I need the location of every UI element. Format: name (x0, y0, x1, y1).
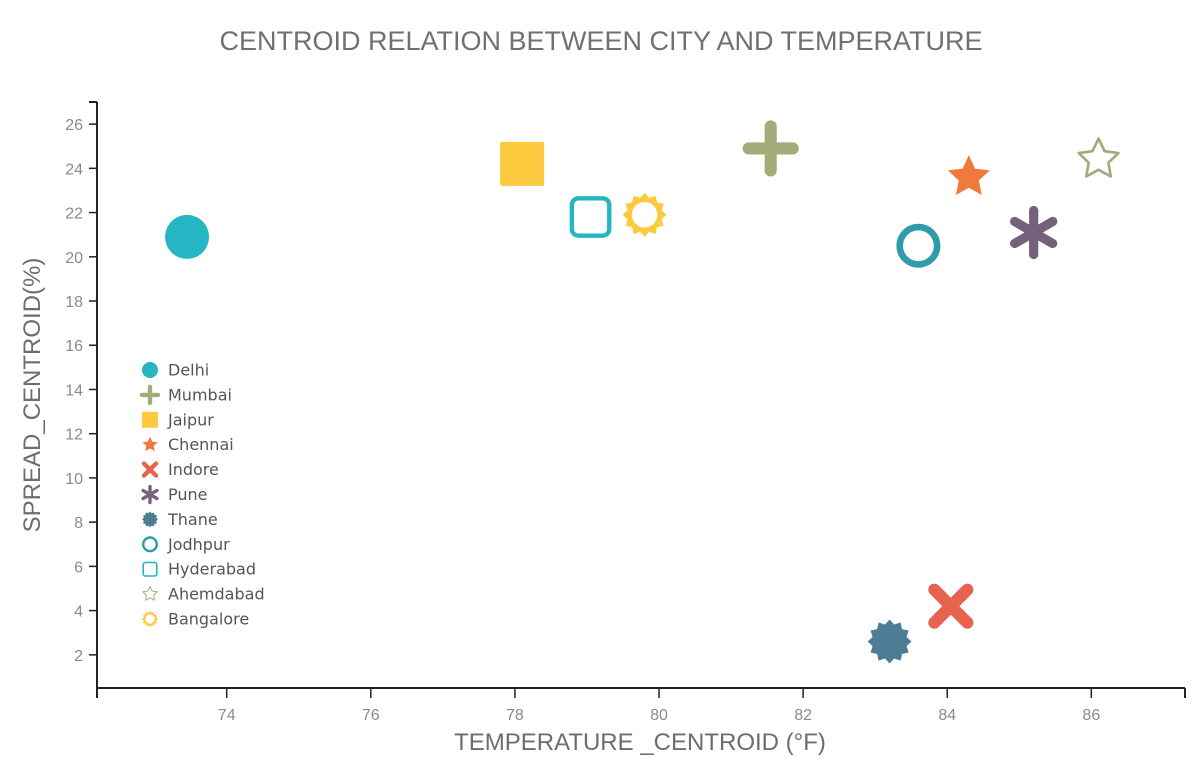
legend-label: Hyderabad (168, 560, 256, 579)
legend-marker (142, 611, 158, 627)
x-axis-title: TEMPERATURE _CENTROID (°F) (454, 729, 826, 756)
legend-label: Jaipur (167, 410, 214, 429)
legend-marker (142, 411, 158, 428)
point-jaipur[interactable] (500, 141, 545, 186)
legend-item-hyderabad[interactable]: Hyderabad (142, 560, 256, 579)
y-tick-label: 12 (65, 427, 83, 444)
y-tick-label: 6 (74, 559, 83, 576)
point-mumbai[interactable] (742, 120, 799, 177)
legend-item-ahemdabad[interactable]: Ahemdabad (142, 585, 265, 604)
legend-marker (142, 436, 158, 452)
legend-label: Jodhpur (167, 535, 230, 554)
y-tick-label: 4 (74, 604, 83, 621)
legend-item-thane[interactable]: Thane (142, 510, 218, 529)
legend-marker (142, 511, 158, 528)
point-delhi[interactable] (165, 214, 210, 259)
x-tick-label: 76 (362, 707, 380, 724)
legend-item-bangalore[interactable]: Bangalore (142, 610, 249, 629)
data-points (165, 120, 1120, 664)
x-tick-label: 82 (794, 707, 812, 724)
legend-marker (139, 384, 161, 406)
y-tick-label: 2 (74, 648, 83, 665)
legend-item-delhi[interactable]: Delhi (142, 361, 209, 380)
y-tick-label: 8 (74, 515, 83, 532)
point-chennai[interactable] (947, 155, 990, 195)
chart-title: CENTROID RELATION BETWEEN CITY AND TEMPE… (219, 26, 982, 56)
legend-marker (142, 362, 158, 378)
legend-item-pune[interactable]: Pune (141, 484, 208, 505)
legend: Delhi Mumbai Jaipur Chennai Indore Pune Thane J… (139, 361, 265, 629)
y-axis-title: SPREAD_CENTROID(%) (19, 258, 46, 533)
y-tick-label: 16 (65, 338, 83, 355)
y-tick-label: 26 (65, 117, 83, 134)
point-bangalore[interactable] (622, 192, 667, 237)
legend-item-chennai[interactable]: Chennai (142, 435, 234, 454)
legend-label: Mumbai (168, 385, 232, 404)
legend-marker (141, 484, 159, 505)
legend-label: Bangalore (168, 610, 249, 629)
y-tick-label: 10 (65, 471, 83, 488)
point-jodhpur[interactable] (896, 223, 941, 268)
legend-item-jaipur[interactable]: Jaipur (142, 410, 214, 429)
x-tick-label: 80 (650, 707, 668, 724)
point-thane[interactable] (867, 619, 912, 664)
x-tick-label: 86 (1082, 707, 1100, 724)
point-indore[interactable] (928, 583, 974, 629)
legend-label: Chennai (168, 435, 234, 454)
x-tick-label: 78 (506, 707, 524, 724)
y-tick-label: 24 (65, 161, 83, 178)
legend-marker (142, 586, 158, 601)
legend-item-mumbai[interactable]: Mumbai (139, 384, 232, 406)
point-pune[interactable] (1010, 205, 1058, 260)
legend-label: Ahemdabad (168, 585, 265, 604)
x-tick-label: 84 (938, 707, 956, 724)
y-tick-label: 14 (65, 382, 83, 399)
point-ahemdabad[interactable] (1077, 137, 1120, 178)
y-tick-label: 18 (65, 294, 83, 311)
legend-item-jodhpur[interactable]: Jodhpur (141, 535, 230, 554)
y-tick-label: 22 (65, 206, 83, 223)
x-tick-label: 74 (218, 707, 236, 724)
legend-label: Pune (168, 485, 208, 504)
legend-label: Delhi (168, 361, 209, 380)
legend-label: Thane (167, 510, 218, 529)
legend-marker (141, 461, 159, 478)
legend-label: Indore (168, 460, 219, 479)
legend-marker (141, 536, 158, 553)
point-hyderabad[interactable] (569, 196, 612, 238)
y-tick-label: 20 (65, 250, 83, 267)
legend-item-indore[interactable]: Indore (141, 460, 219, 479)
legend-marker (142, 561, 158, 577)
